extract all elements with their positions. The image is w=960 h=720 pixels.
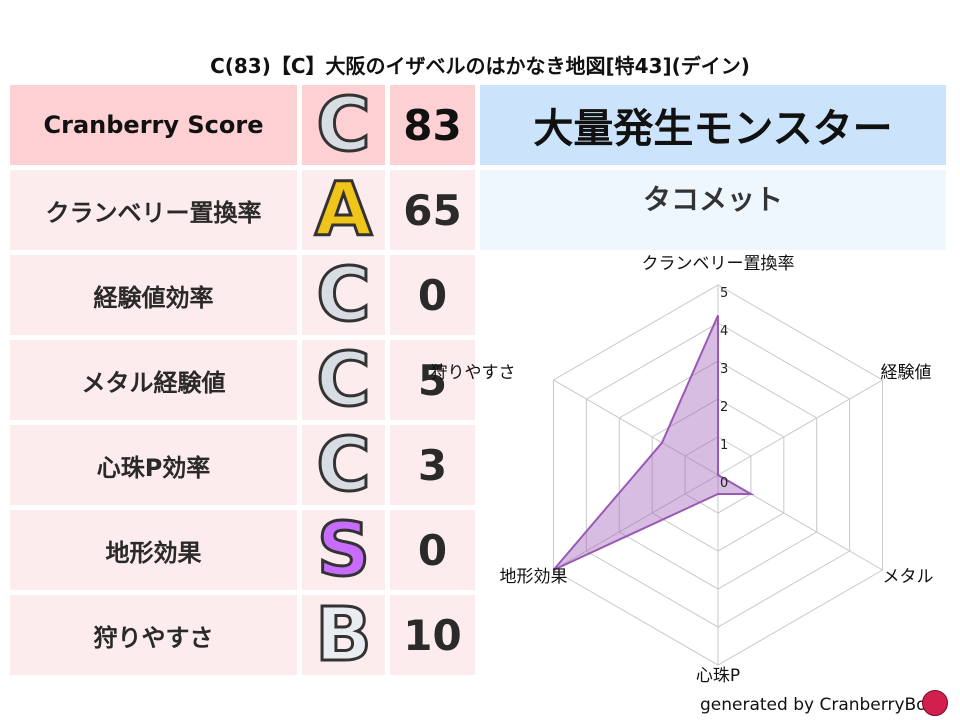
grade-letter: B	[314, 592, 373, 678]
row-value: 3	[390, 425, 475, 505]
page-title: C(83)【C】大阪のイザベルのはかなき地図[特43](デイン)	[210, 54, 750, 78]
tick-label: 2	[720, 400, 728, 415]
cranberry-logo-icon	[922, 690, 948, 716]
row-label: 経験値効率	[10, 255, 297, 335]
grid-spoke	[717, 379, 883, 476]
row-label: 地形効果	[10, 510, 297, 590]
data-area	[552, 314, 755, 571]
axis-label: クランベリー置換率	[642, 254, 795, 274]
axis-label: 経験値	[881, 363, 932, 383]
row-value: 0	[390, 255, 475, 335]
grade-letter: C	[315, 422, 372, 508]
footer-credit: generated by CranberryBot	[700, 695, 934, 715]
tick-label: 0	[720, 476, 728, 491]
monster-header: 大量発生モンスター	[480, 85, 946, 165]
grade-badge: C	[302, 340, 385, 420]
grade-badge: C	[302, 85, 385, 165]
grade-letter: C	[315, 82, 372, 168]
grade-badge: S	[302, 510, 385, 590]
row-value: 10	[390, 595, 475, 675]
row-label: 狩りやすさ	[10, 595, 297, 675]
row-value: 83	[390, 85, 475, 165]
grade-badge: B	[302, 595, 385, 675]
row-value: 5	[390, 340, 475, 420]
grid-spoke	[553, 379, 719, 476]
axis-label: 地形効果	[499, 567, 567, 587]
grade-badge: C	[302, 425, 385, 505]
grade-letter: C	[315, 252, 372, 338]
tick-label: 4	[720, 324, 728, 339]
tick-label: 1	[720, 438, 728, 453]
axis-label: メタル	[883, 567, 934, 587]
tick-label: 5	[720, 286, 728, 301]
grid-spoke	[553, 474, 719, 571]
grade-letter: A	[313, 167, 373, 253]
axis-label: 狩りやすさ	[430, 363, 515, 383]
tick-label: 3	[720, 362, 728, 377]
row-value: 0	[390, 510, 475, 590]
axis-label: 心珠P	[696, 666, 740, 686]
row-label: Cranberry Score	[10, 85, 297, 165]
grade-letter: C	[315, 337, 372, 423]
row-label: 心珠P効率	[10, 425, 297, 505]
row-value: 65	[390, 170, 475, 250]
row-label: メタル経験値	[10, 340, 297, 420]
monster-name: タコメット	[480, 170, 946, 250]
grade-badge: C	[302, 255, 385, 335]
grade-letter: S	[315, 507, 371, 593]
row-label: クランベリー置換率	[10, 170, 297, 250]
grade-badge: A	[302, 170, 385, 250]
